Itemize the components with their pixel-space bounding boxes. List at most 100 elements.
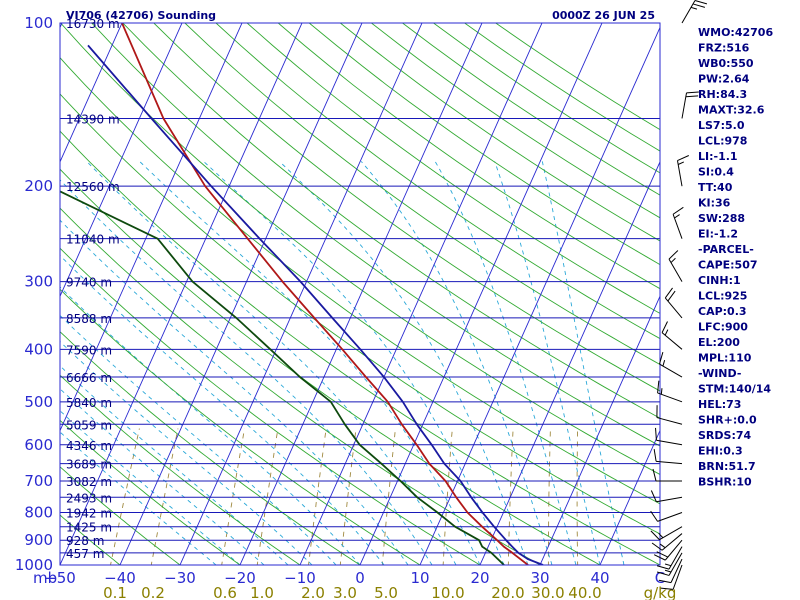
sounding-traces <box>60 23 544 565</box>
mixing-ratio-tick-label: 5.0 <box>374 584 398 600</box>
stability-index: SHR+:0.0 <box>698 414 757 427</box>
isotherm <box>60 23 123 163</box>
wind-barb <box>681 0 708 24</box>
mixing-ratio-unit-label: g/kg <box>644 584 677 600</box>
pressure-tick-label: 600 <box>24 436 53 454</box>
wind-barb <box>660 564 683 590</box>
stability-index: CAP:0.3 <box>698 305 747 318</box>
stability-index: RH:84.3 <box>698 88 747 101</box>
moist-adiabat <box>360 161 553 565</box>
stability-index: SI:0.4 <box>698 166 734 179</box>
height-label: 16730 m <box>66 17 120 31</box>
pressure-tick-label: 300 <box>24 273 53 291</box>
wind-barb <box>655 427 683 446</box>
dry-adiabat <box>277 23 660 290</box>
isotherm <box>179 23 423 565</box>
temperature-tick-label: 40 <box>590 569 609 587</box>
dry-adiabat <box>60 374 301 565</box>
moist-adiabat <box>60 219 409 565</box>
moist-adiabat <box>60 254 385 565</box>
dry-adiabat <box>60 23 660 475</box>
dry-adiabat <box>60 288 421 565</box>
dry-adiabat <box>308 23 660 266</box>
isotherm <box>479 160 660 565</box>
mixing-ratio-tick-label: 1.0 <box>250 584 274 600</box>
height-label: 1942 m <box>66 506 112 520</box>
stability-index: CINH:1 <box>698 274 741 287</box>
isotherm <box>299 23 543 565</box>
stability-index: TT:40 <box>698 181 733 194</box>
stability-index: MAXT:32.6 <box>698 104 765 117</box>
dewpoint-line <box>60 190 505 565</box>
dry-adiabat <box>60 247 481 565</box>
mixing-ratio-line <box>547 428 551 565</box>
dry-adiabat <box>60 93 660 535</box>
dry-adiabat <box>60 514 121 565</box>
moist-adiabat <box>139 161 481 565</box>
pressure-tick-label: 400 <box>24 340 53 358</box>
stability-index: SW:288 <box>698 212 745 225</box>
height-label: 2493 m <box>66 491 112 505</box>
moist-adiabat <box>60 365 289 565</box>
stability-index: CAPE:507 <box>698 259 758 272</box>
stability-index: SRDS:74 <box>698 429 751 442</box>
pressure-unit-label: mb <box>33 569 57 587</box>
temperature-line <box>121 23 529 565</box>
stability-index: PW:2.64 <box>698 73 750 86</box>
moist-adiabat <box>60 431 217 565</box>
wind-barb <box>672 206 684 239</box>
pressure-tick-label: 900 <box>24 531 53 549</box>
pressure-tick-label: 1000 <box>15 556 53 574</box>
mixing-ratio-line <box>110 428 140 565</box>
mixing-ratio-tick-label: 3.0 <box>333 584 357 600</box>
temperature-tick-label: 0 <box>355 569 365 587</box>
dry-adiabat <box>60 419 241 565</box>
mixing-ratio-line <box>256 428 279 565</box>
stability-index: WMO:42706 <box>698 26 773 39</box>
moist-adiabat <box>494 161 601 565</box>
mixing-ratio-tick-label: 20.0 <box>491 584 524 600</box>
wind-barb <box>658 558 683 584</box>
stability-index: BSHR:10 <box>698 476 752 489</box>
stability-index: HEL:73 <box>698 398 741 411</box>
height-label: 5840 m <box>66 396 112 410</box>
pressure-tick-label: 100 <box>24 14 53 32</box>
dry-adiabat <box>246 23 660 314</box>
pressure-tick-label: 700 <box>24 472 53 490</box>
dry-adiabat <box>153 23 660 392</box>
wind-barb <box>652 468 682 482</box>
pressure-tick-label: 800 <box>24 503 53 521</box>
wind-barb <box>650 510 683 522</box>
wind-barb <box>653 539 683 561</box>
stability-index: LFC:900 <box>698 321 748 334</box>
wind-barb <box>659 352 683 378</box>
parcel-line <box>87 44 544 565</box>
temperature-tick-label: 20 <box>470 569 489 587</box>
stability-index: LCL:925 <box>698 290 747 303</box>
temperature-tick-label: 30 <box>530 569 549 587</box>
stability-index: WB0:550 <box>698 57 754 70</box>
plot-frame <box>59 22 661 566</box>
mixing-ratio-line <box>339 428 357 565</box>
moist-adiabat <box>86 161 457 565</box>
moist-adiabat <box>434 161 577 565</box>
stability-index: FRZ:516 <box>698 42 750 55</box>
wind-barb <box>661 321 683 350</box>
mixing-ratio-tick-label: 40.0 <box>568 584 601 600</box>
height-label: 3689 m <box>66 458 112 472</box>
wind-barb <box>651 533 683 551</box>
temperature-tick-label: −40 <box>104 569 136 587</box>
height-label: 9740 m <box>66 276 112 290</box>
moist-adiabats <box>60 161 625 565</box>
height-label: 3082 m <box>66 475 112 489</box>
wind-barb <box>656 405 683 425</box>
height-label: 12560 m <box>66 180 120 194</box>
height-label: 4346 m <box>66 439 112 453</box>
temperature-unit-label: C <box>655 569 665 587</box>
stability-index: LI:-1.1 <box>698 150 738 163</box>
wind-barbs <box>650 0 708 590</box>
stability-index: -PARCEL- <box>698 243 754 256</box>
dry-adiabat <box>60 168 601 565</box>
